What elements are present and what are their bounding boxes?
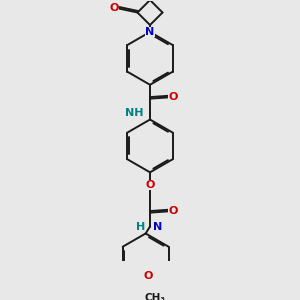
Text: N: N [153, 221, 162, 232]
Text: O: O [168, 92, 178, 102]
Text: O: O [144, 271, 153, 281]
Text: O: O [145, 180, 155, 190]
Text: N: N [146, 27, 154, 37]
Text: NH: NH [124, 108, 143, 118]
Text: O: O [110, 3, 119, 13]
Text: H: H [136, 221, 145, 232]
Text: O: O [168, 206, 178, 216]
Text: CH₃: CH₃ [145, 293, 166, 300]
